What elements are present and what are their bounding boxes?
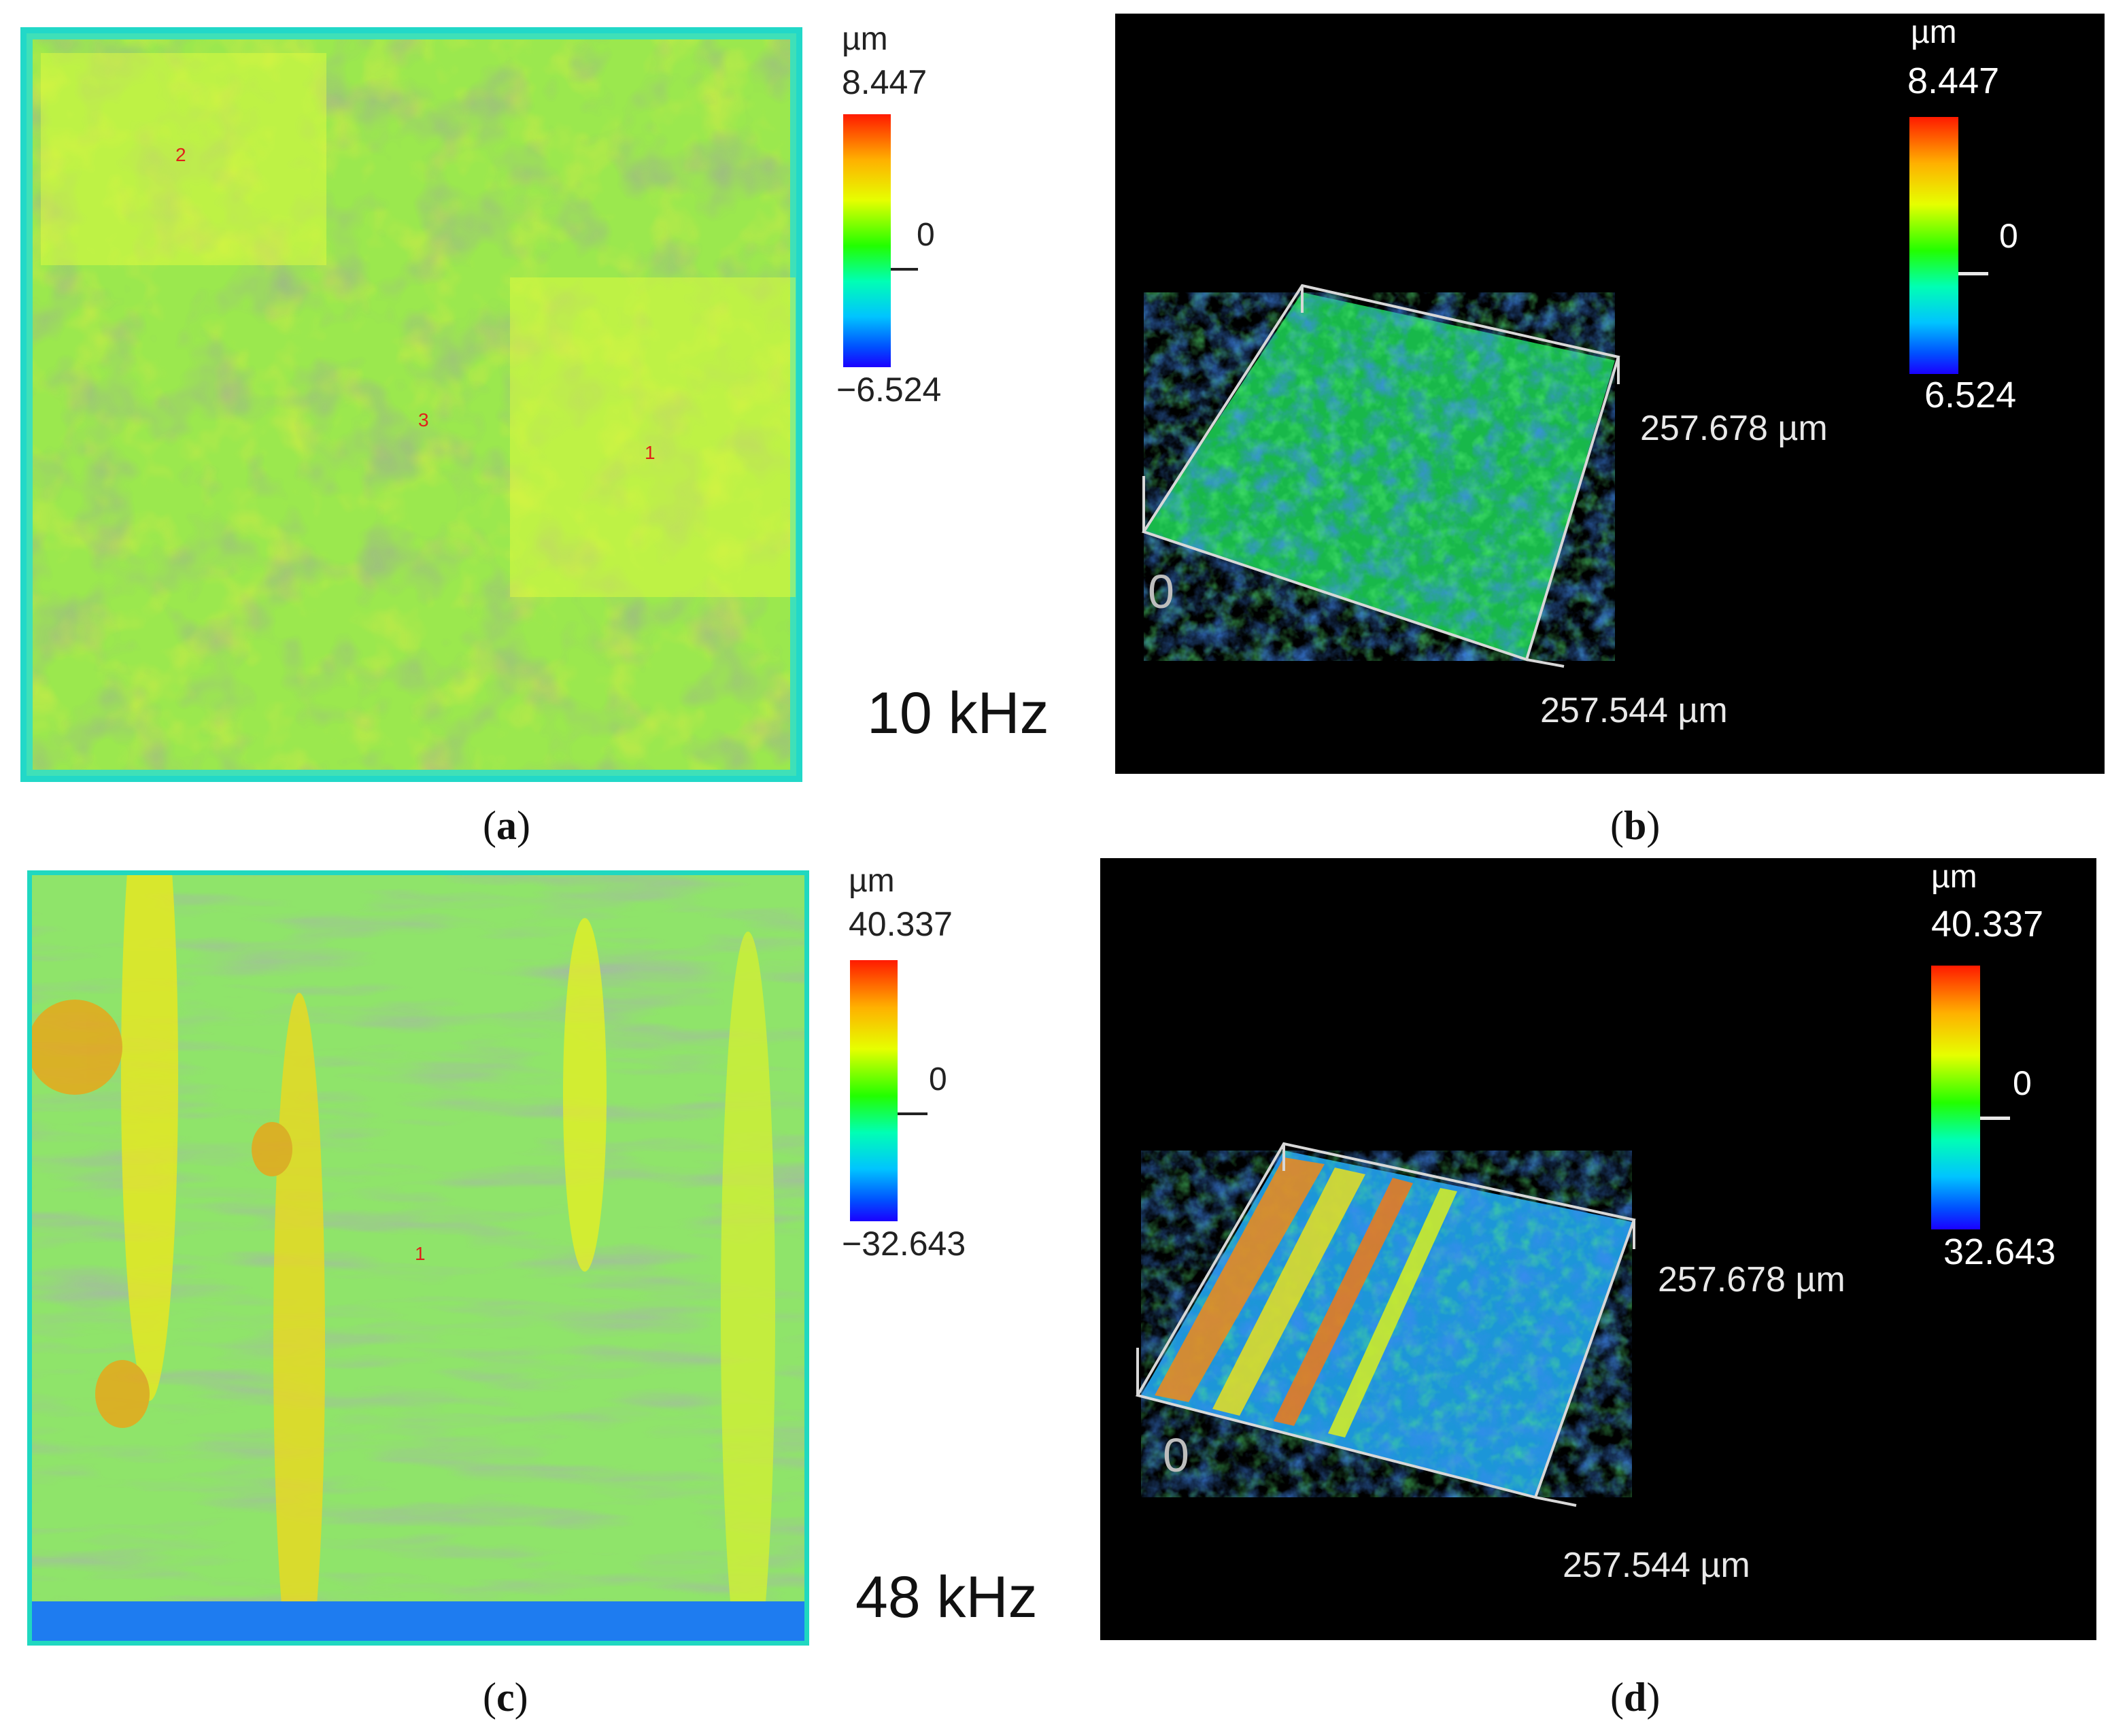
colorbar-c-max: 40.337 [849,905,953,943]
panel-a-surface [20,27,802,782]
colorbar-d-zero-tick [1980,1117,2010,1120]
colorbar-a-zero-tick [891,268,918,271]
axis-y-label-d: 257.678 µm [1658,1260,1845,1299]
colorbar-a-gradient [843,114,891,367]
colorbar-a: µm 8.447 0 −6.524 [836,20,959,415]
colorbar-a-zero: 0 [917,217,935,253]
caption-d: (d) [1610,1675,1661,1720]
panel-b-3d-view: 0 257.678 µm 257.544 µm µm 8.447 0 6.524 [1115,14,2105,774]
frequency-label-a: 10 kHz [867,681,1049,746]
region-label-2: 2 [175,144,186,165]
colorbar-a-unit: µm [842,21,888,57]
panel-b-surface-3d [1141,284,1620,668]
colorbar-d-min: 32.643 [1943,1231,2056,1272]
colorbar-b-zero: 0 [1999,217,2018,255]
panel-d-surface-3d [1135,1142,1636,1507]
panel-c-height-map: 1 [27,870,809,1646]
caption-b: (b) [1610,803,1661,848]
panel-d-3d-view: 0 257.678 µm 257.544 µm µm 40.337 0 32.6… [1100,858,2096,1640]
panel-c-surface [27,870,809,1646]
colorbar-d-unit: µm [1931,859,1977,895]
origin-label-b: 0 [1148,565,1174,618]
colorbar-d-max: 40.337 [1931,904,2044,944]
axis-x-label-d: 257.544 µm [1563,1546,1750,1585]
colorbar-b-max: 8.447 [1907,61,2000,101]
colorbar-d-gradient [1931,966,1980,1229]
axis-y-label-b: 257.678 µm [1640,409,1828,448]
region-label-1: 1 [645,442,656,463]
region-label-1-c: 1 [415,1243,426,1264]
region-2-box [41,53,326,265]
colorbar-c-zero: 0 [929,1061,947,1097]
region-1-box [510,277,796,597]
colorbar-b-gradient [1909,117,1958,374]
origin-label-d: 0 [1163,1429,1189,1482]
frequency-label-c: 48 kHz [855,1565,1038,1630]
colorbar-c-gradient [850,960,898,1221]
caption-c: (c) [483,1675,528,1720]
colorbar-a-min: −6.524 [836,371,942,409]
axis-x-label-b: 257.544 µm [1540,691,1728,730]
panel-a-height-map: 2 1 3 [20,27,802,782]
colorbar-b-zero-tick [1958,272,1988,275]
caption-a: (a) [483,803,530,848]
colorbar-d-zero: 0 [2013,1064,2032,1102]
colorbar-c-min: −32.643 [842,1225,966,1263]
colorbar-c-unit: µm [849,863,895,899]
colorbar-c-zero-tick [898,1112,928,1115]
colorbar-c: µm 40.337 0 −32.643 [842,862,991,1270]
colorbar-b-unit: µm [1911,14,1957,50]
region-label-3: 3 [418,409,429,430]
colorbar-b-min: 6.524 [1924,375,2017,415]
colorbar-a-max: 8.447 [842,63,928,101]
